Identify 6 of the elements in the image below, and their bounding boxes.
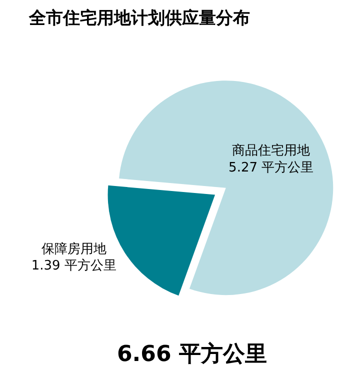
data-label: 1.39 平方公里 (31, 258, 116, 274)
chart-title: 全市住宅用地计划供应量分布 (28, 8, 250, 28)
text: 6.66 平方公里 (117, 341, 267, 367)
slice-label: 保障房用地 (41, 240, 106, 257)
slice-label: 商品住宅用地 (232, 142, 310, 159)
data-label: 5.27 平方公里 (228, 159, 314, 176)
